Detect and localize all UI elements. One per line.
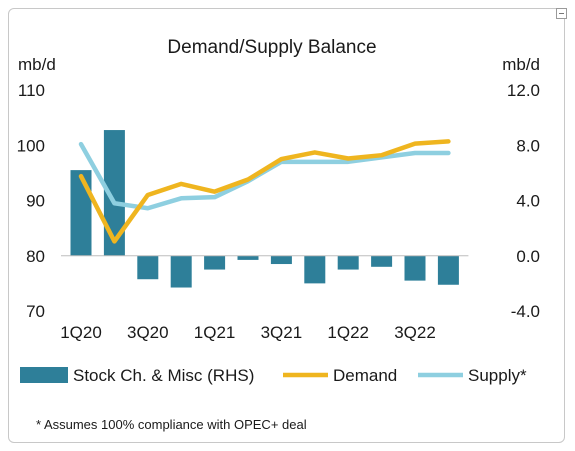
- x-tick-label: 1Q22: [327, 323, 369, 342]
- bar-stock-change: [204, 255, 226, 270]
- line-supply: [78, 141, 451, 211]
- x-tick-label: 3Q21: [261, 323, 303, 342]
- right-tick-label: 4.0: [516, 192, 540, 211]
- x-tick-label: 3Q22: [394, 323, 436, 342]
- bar-stock-change: [170, 255, 192, 288]
- x-tick-label: 3Q20: [127, 323, 169, 342]
- bar-stock-change: [103, 130, 125, 256]
- chart-title: Demand/Supply Balance: [167, 37, 376, 58]
- bar-series: [70, 130, 459, 288]
- footnote: * Assumes 100% compliance with OPEC+ dea…: [36, 417, 307, 432]
- right-axis: -4.0 0.0 4.0 8.0 12.0: [507, 81, 540, 321]
- line-demand: [78, 139, 451, 244]
- bar-stock-change: [137, 255, 159, 280]
- left-tick-label: 70: [26, 302, 45, 321]
- right-tick-label: 0.0: [516, 247, 540, 266]
- right-tick-label: 12.0: [507, 81, 540, 100]
- bar-stock-change: [371, 255, 393, 267]
- chart-card: [8, 8, 565, 443]
- bar-stock-change: [237, 255, 259, 260]
- expand-icon[interactable]: [556, 8, 567, 19]
- bar-stock-change: [337, 255, 359, 270]
- bar-stock-change: [270, 255, 292, 265]
- left-tick-label: 90: [26, 192, 45, 211]
- right-tick-label: -4.0: [511, 302, 540, 321]
- left-tick-label: 100: [17, 136, 45, 155]
- left-tick-label: 110: [18, 81, 45, 100]
- right-tick-label: 8.0: [516, 136, 540, 155]
- legend-label-supply: Supply*: [468, 366, 527, 385]
- x-axis: 1Q20 3Q20 1Q21 3Q21 1Q22 3Q22: [60, 323, 436, 342]
- x-tick-label: 1Q21: [194, 323, 236, 342]
- x-tick-label: 1Q20: [60, 323, 102, 342]
- bar-stock-change: [437, 255, 459, 285]
- right-axis-unit: mb/d: [502, 55, 540, 74]
- left-axis-unit: mb/d: [18, 55, 56, 74]
- bar-stock-change: [304, 255, 326, 284]
- legend-label-stock: Stock Ch. & Misc (RHS): [73, 366, 254, 385]
- legend-swatch-stock: [20, 367, 68, 383]
- legend: Stock Ch. & Misc (RHS) Demand Supply*: [20, 366, 527, 385]
- legend-label-demand: Demand: [333, 366, 397, 385]
- bar-stock-change: [70, 170, 92, 256]
- bar-stock-change: [404, 255, 426, 281]
- left-tick-label: 80: [26, 247, 45, 266]
- left-axis: 70 80 90 100 110: [17, 81, 45, 321]
- line-series: [78, 139, 451, 244]
